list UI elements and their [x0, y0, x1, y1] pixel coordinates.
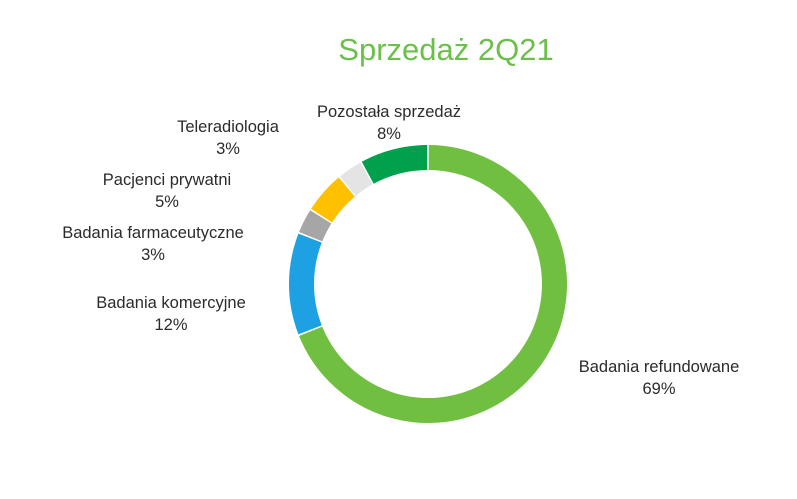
slice-value-label: 12% [154, 316, 187, 334]
slice-value-label: 3% [141, 246, 165, 264]
slice-label-name: Pacjenci prywatni [103, 171, 231, 189]
slice-pozostala-sprzedaz [361, 145, 428, 184]
slice-label-badania-refundowane: Badania refundowane 69% [579, 358, 740, 398]
chart-title: Sprzedaż 2Q21 [338, 32, 553, 67]
slice-badania-farmaceutyczne [299, 210, 332, 242]
slice-label-pacjenci-prywatni: Pacjenci prywatni 5% [103, 171, 231, 211]
donut-slices [289, 145, 567, 423]
slice-badania-komercyjne [289, 233, 322, 335]
slice-value-label: 8% [377, 125, 401, 143]
slice-label-badania-komercyjne: Badania komercyjne 12% [96, 294, 246, 334]
slice-teleradiologia [340, 162, 373, 196]
slice-pacjenci-prywatni [311, 177, 355, 223]
slice-label-name: Badania farmaceutyczne [62, 224, 244, 242]
slice-label-pozostala-sprzedaz: Pozostała sprzedaż 8% [317, 103, 461, 143]
slice-value-label: 69% [642, 380, 675, 398]
slice-label-name: Pozostała sprzedaż [317, 103, 461, 121]
slice-label-name: Badania komercyjne [96, 294, 246, 312]
slice-label-badania-farmaceutyczne: Badania farmaceutyczne 3% [62, 224, 244, 264]
slice-label-teleradiologia: Teleradiologia 3% [177, 118, 280, 158]
slice-label-name: Badania refundowane [579, 358, 740, 376]
slice-value-label: 3% [216, 140, 240, 158]
slice-value-label: 5% [155, 193, 179, 211]
slice-label-name: Teleradiologia [177, 118, 280, 136]
